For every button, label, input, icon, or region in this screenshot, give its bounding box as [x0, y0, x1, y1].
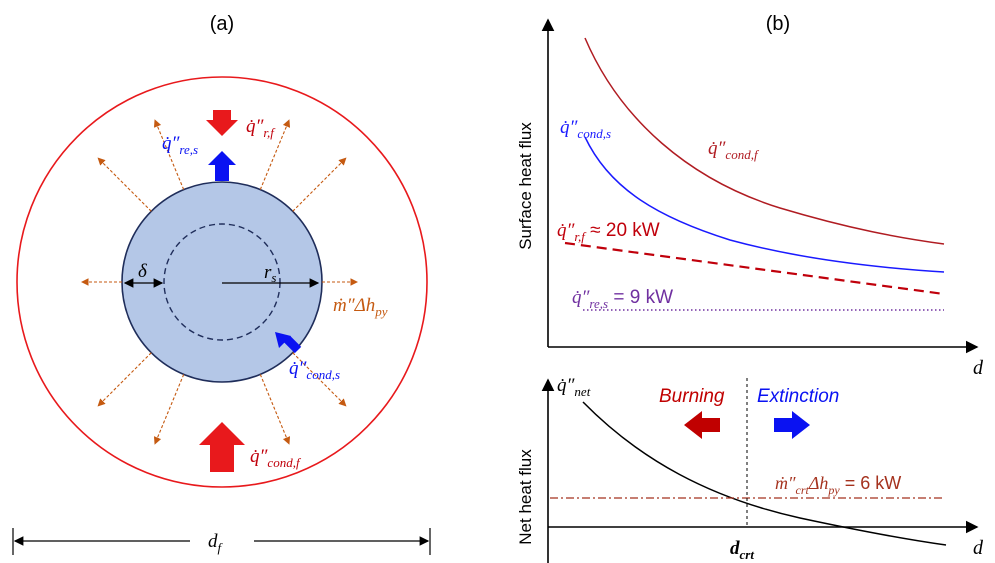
cond-s-label: q̇″cond,s — [560, 117, 611, 141]
panel-a: (a) δ rs q̇″r,f q̇″re,s — [12, 13, 431, 555]
panel-a-label: (a) — [210, 13, 234, 35]
conduction-arrow-s-shaft — [283, 335, 302, 354]
vapor-arrow — [292, 352, 347, 407]
q-res-label: q̇″re,s — [162, 133, 198, 157]
top-y-label: Surface heat flux — [516, 122, 535, 250]
q-condf-label: q̇″cond,f — [250, 446, 302, 470]
conduction-arrow-f — [199, 422, 245, 472]
vapor-arrow — [97, 157, 152, 212]
panel-b-label: (b) — [766, 13, 790, 35]
top-x-label: d — [973, 357, 984, 379]
extinction-arrow — [774, 411, 810, 439]
dcrt-label: dcrt — [730, 538, 754, 562]
critical-line-label: ṁ″crtΔhpy = 6 kW — [775, 473, 901, 497]
vapor-arrows — [80, 119, 359, 445]
bottom-y-label: Net heat flux — [516, 449, 535, 545]
vapor-arrow — [259, 374, 291, 445]
q-net-label: q̇″net — [557, 375, 591, 399]
curve-cond-f — [584, 37, 945, 245]
curve-net — [582, 401, 947, 546]
cond-f-label: q̇″cond,f — [708, 138, 760, 162]
mass-flux-label: ṁ″Δhpy — [333, 295, 388, 319]
q-rf-label: q̇″r,f — [246, 116, 276, 140]
curve-cond-s — [584, 136, 945, 273]
vapor-arrow — [153, 374, 185, 445]
q-conds-label: q̇″cond,s — [289, 358, 340, 382]
vapor-arrow — [153, 119, 185, 190]
rs-label: rs — [264, 262, 276, 285]
rad-f-label: q̇″r,f ≈ 20 kW — [557, 220, 660, 244]
droplet — [121, 181, 323, 383]
reradiation-arrow — [208, 151, 236, 181]
vapor-arrow — [97, 352, 152, 407]
burning-label: Burning — [659, 386, 725, 407]
delta-label: δ — [138, 261, 148, 282]
vapor-arrow — [259, 119, 291, 190]
inner-core-dashed — [163, 223, 281, 341]
radiation-arrow — [206, 110, 238, 136]
burning-arrow — [684, 411, 720, 439]
res-label: q̇″re,s = 9 kW — [572, 287, 673, 311]
df-label: df — [208, 531, 224, 555]
vapor-arrow — [292, 157, 347, 212]
extinction-label: Extinction — [757, 386, 839, 407]
panel-b: (b) Surface heat flux d q̇″cond,s q̇″con… — [516, 13, 984, 563]
flame-sheet-circle — [16, 76, 428, 488]
bottom-x-label: d — [973, 537, 984, 559]
